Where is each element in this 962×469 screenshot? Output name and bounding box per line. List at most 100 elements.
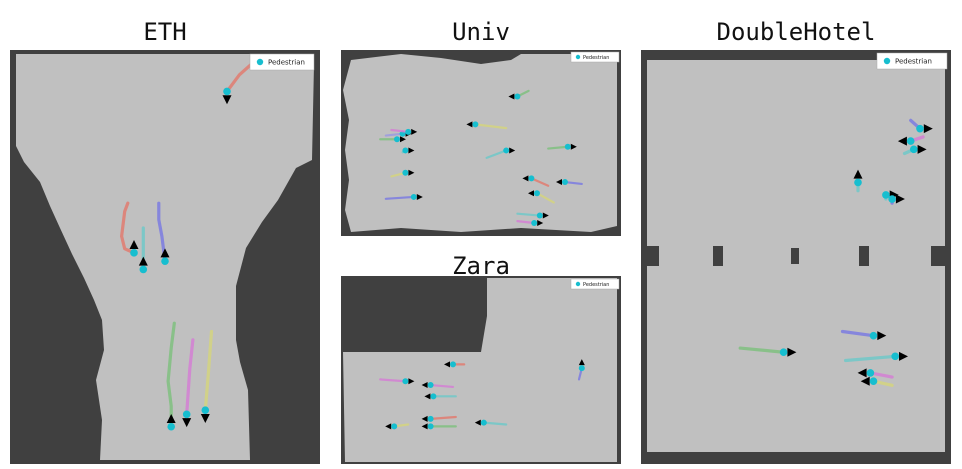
pedestrian-5 xyxy=(402,169,409,176)
heading-arrow-3 xyxy=(400,136,406,143)
heading-arrow-8 xyxy=(474,419,481,426)
pedestrian-3 xyxy=(916,124,924,133)
pedestrian-13 xyxy=(562,179,568,186)
trajectory-3 xyxy=(429,383,455,389)
pedestrian-7 xyxy=(201,406,210,414)
trajectory-9 xyxy=(844,354,897,363)
heading-arrow-15 xyxy=(542,212,549,219)
legend-marker xyxy=(575,281,581,287)
heading-arrow-1 xyxy=(222,95,232,105)
pedestrian-9 xyxy=(578,365,585,372)
heading-arrow-9 xyxy=(508,93,515,100)
heading-arrow-7 xyxy=(200,413,210,423)
pedestrian-8 xyxy=(480,419,487,426)
legend: Pedestrian xyxy=(570,51,620,63)
trajectory-2 xyxy=(379,378,407,383)
legend: Pedestrian xyxy=(876,52,948,70)
trajectory-6 xyxy=(384,195,415,200)
heading-arrow-14 xyxy=(537,219,544,226)
pedestrian-3 xyxy=(427,382,434,389)
trajectory-2 xyxy=(119,201,136,255)
heading-arrow-6 xyxy=(182,418,192,428)
pedestrian-9 xyxy=(514,93,521,100)
heading-arrow-4 xyxy=(138,256,148,266)
trajectory-7 xyxy=(474,123,508,130)
pedestrian-6 xyxy=(888,195,896,203)
title-zara: Zara xyxy=(452,252,510,280)
heading-arrow-4 xyxy=(408,147,415,154)
heading-arrow-11 xyxy=(528,190,534,197)
zara-map: Pedestrian xyxy=(341,276,621,464)
legend-box xyxy=(570,278,620,290)
pedestrian-5 xyxy=(882,191,890,199)
pedestrian-2 xyxy=(405,128,412,135)
pedestrian-2 xyxy=(402,378,409,385)
heading-arrow-10 xyxy=(857,368,867,378)
trajectory-7 xyxy=(738,346,786,354)
pedestrian-5 xyxy=(427,423,434,430)
heading-arrow-1 xyxy=(444,361,450,368)
legend-box xyxy=(570,51,620,63)
heading-arrow-1 xyxy=(897,136,907,146)
eth-tracks xyxy=(119,56,260,431)
heading-arrow-2 xyxy=(917,144,927,154)
trajectory-8 xyxy=(840,329,876,338)
heading-arrow-9 xyxy=(578,359,585,366)
pedestrian-6 xyxy=(427,415,434,422)
pedestrian-9 xyxy=(891,352,899,361)
trajectory-5 xyxy=(166,321,176,429)
pedestrian-2 xyxy=(910,145,918,154)
legend-marker xyxy=(575,54,581,60)
eth-map: Pedestrian xyxy=(10,50,320,464)
heading-arrow-9 xyxy=(899,351,908,361)
trajectory-10 xyxy=(547,145,569,150)
legend-label: Pedestrian xyxy=(583,55,609,61)
heading-arrow-12 xyxy=(522,175,529,182)
legend-label: Pedestrian xyxy=(583,282,609,288)
heading-arrow-8 xyxy=(877,331,887,341)
trajectory-6 xyxy=(429,415,457,420)
univ-tracks xyxy=(379,89,583,226)
heading-arrow-6 xyxy=(895,194,905,204)
pedestrian-1 xyxy=(450,361,456,368)
trajectory-7 xyxy=(203,329,214,412)
pedestrian-1 xyxy=(906,137,915,145)
pedestrian-4 xyxy=(430,393,437,400)
pedestrian-6 xyxy=(410,193,417,200)
doublehotel-tracks xyxy=(738,118,933,387)
legend: Pedestrian xyxy=(249,53,315,71)
zara-tracks xyxy=(379,359,585,430)
trajectory-3 xyxy=(157,201,167,263)
doublehotel-map: Pedestrian xyxy=(641,50,951,464)
legend: Pedestrian xyxy=(570,278,620,290)
heading-arrow-3 xyxy=(421,382,428,389)
pedestrian-11 xyxy=(869,377,878,386)
heading-arrow-2 xyxy=(408,378,415,385)
title-univ: Univ xyxy=(452,18,510,46)
pedestrian-12 xyxy=(528,175,535,182)
heading-arrow-2 xyxy=(129,240,139,250)
legend-label: Pedestrian xyxy=(895,58,932,66)
title-eth: ETH xyxy=(143,18,187,46)
pedestrian-4 xyxy=(854,178,862,187)
heading-arrow-11 xyxy=(860,376,870,386)
pedestrian-3 xyxy=(394,136,400,143)
pedestrian-1 xyxy=(223,87,231,96)
trajectory-15 xyxy=(516,212,541,217)
heading-arrow-10 xyxy=(570,143,577,150)
pedestrian-7 xyxy=(779,348,788,357)
heading-arrow-2 xyxy=(411,128,418,135)
heading-arrow-7 xyxy=(385,423,392,430)
pedestrian-4 xyxy=(402,147,409,154)
heading-arrow-4 xyxy=(424,393,431,400)
legend-label: Pedestrian xyxy=(268,59,305,67)
heading-arrow-13 xyxy=(556,179,562,186)
pedestrian-10 xyxy=(866,369,875,377)
walkable-floor xyxy=(343,278,617,462)
pedestrian-6 xyxy=(182,410,191,419)
walkable-floor xyxy=(343,54,617,232)
legend-marker xyxy=(883,57,891,65)
pedestrian-2 xyxy=(130,249,138,257)
heading-arrow-7 xyxy=(787,347,797,357)
trajectory-11 xyxy=(535,192,555,204)
